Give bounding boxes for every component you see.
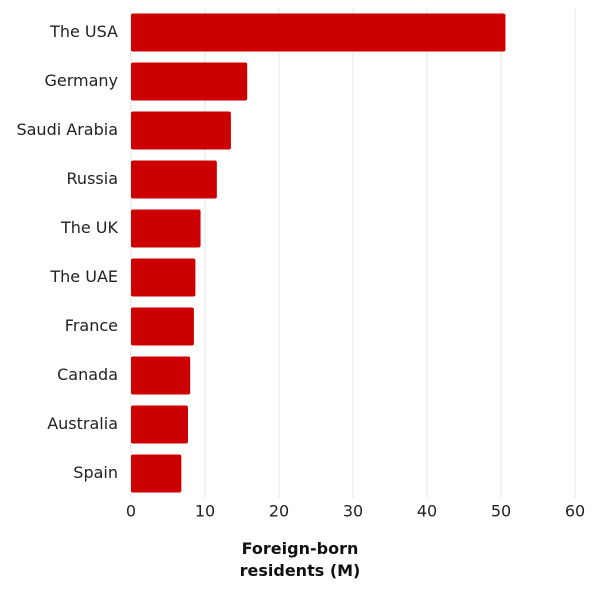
y-tick-label: Germany <box>44 71 118 90</box>
bar <box>131 258 196 297</box>
y-tick-label: Australia <box>47 414 118 433</box>
x-tick-label: 40 <box>417 502 437 521</box>
y-tick-label: The UK <box>60 218 119 237</box>
bar <box>131 209 201 248</box>
bar <box>131 405 188 444</box>
bar <box>131 454 182 493</box>
bar <box>131 356 191 395</box>
y-tick-label: Spain <box>73 463 118 482</box>
x-tick-label: 30 <box>343 502 363 521</box>
bar <box>131 111 231 150</box>
bar <box>131 307 194 346</box>
y-tick-label: The UAE <box>49 267 118 286</box>
x-tick-label: 50 <box>491 502 511 521</box>
y-tick-label: Canada <box>57 365 118 384</box>
y-tick-label: The USA <box>49 22 118 41</box>
x-tick-label: 0 <box>126 502 136 521</box>
y-tick-label: Saudi Arabia <box>16 120 118 139</box>
x-axis-title: Foreign-born residents (M) <box>239 539 361 580</box>
x-tick-label: 10 <box>195 502 215 521</box>
bar <box>131 13 506 52</box>
bar <box>131 160 217 199</box>
bar <box>131 62 248 101</box>
x-tick-label: 60 <box>565 502 585 521</box>
y-tick-label: Russia <box>67 169 118 188</box>
x-tick-label: 20 <box>269 502 289 521</box>
y-tick-label: France <box>65 316 118 335</box>
